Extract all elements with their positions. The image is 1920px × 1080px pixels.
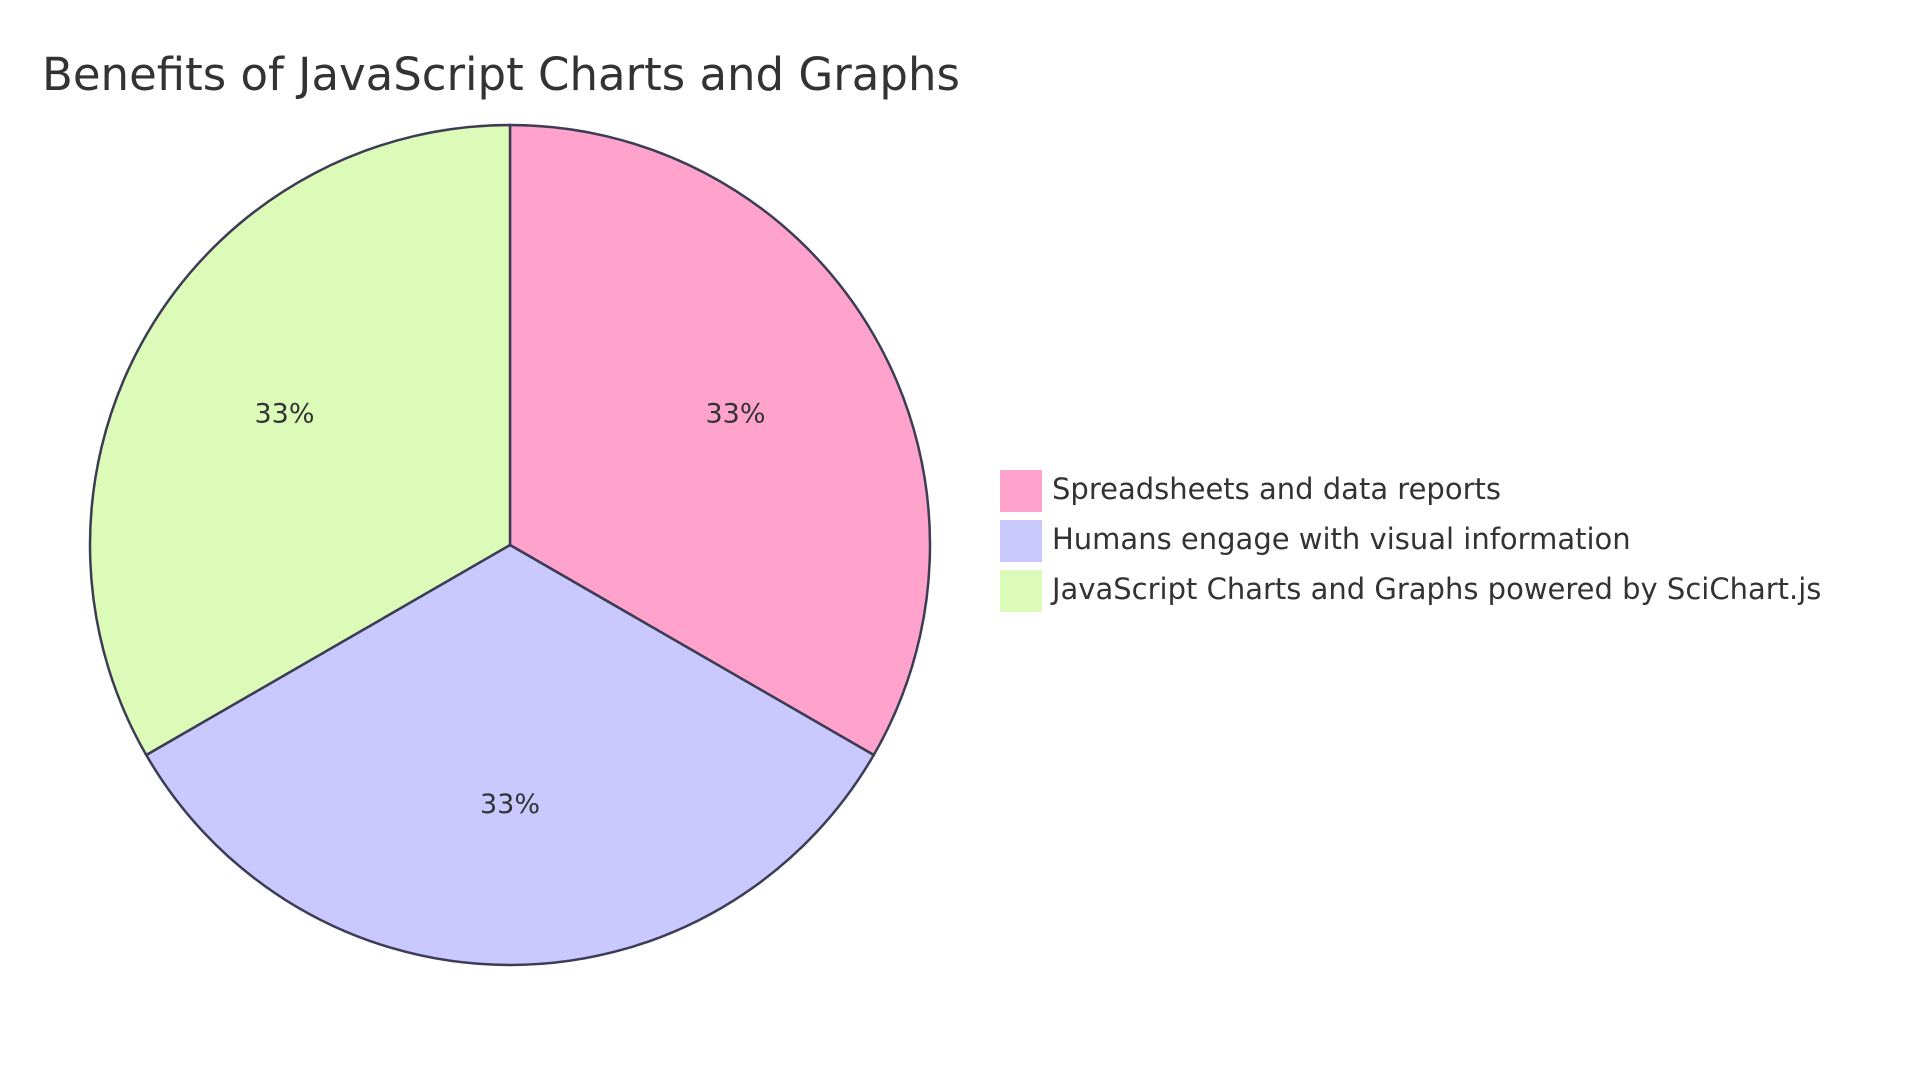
legend-swatch-1 xyxy=(1000,520,1042,562)
pie-slice-2 xyxy=(88,123,512,757)
legend-item-0: Spreadsheets and data reports xyxy=(1000,470,1501,512)
pie-slices xyxy=(88,123,932,967)
legend: Spreadsheets and data reports Humans enga… xyxy=(1000,470,1821,612)
legend-label-2: JavaScript Charts and Graphs powered by … xyxy=(1050,572,1821,606)
legend-swatch-2 xyxy=(1000,570,1042,612)
legend-swatch-0 xyxy=(1000,470,1042,512)
legend-label-0: Spreadsheets and data reports xyxy=(1052,472,1501,506)
pie-slice-labels: 33% 33% 33% xyxy=(254,398,765,820)
pie-slice-label-0: 33% xyxy=(706,398,766,429)
legend-label-1: Humans engage with visual information xyxy=(1052,522,1631,556)
pie-slice-label-1: 33% xyxy=(480,789,540,820)
pie-slice-label-2: 33% xyxy=(254,398,314,429)
chart-title: Benefits of JavaScript Charts and Graphs xyxy=(42,48,960,101)
legend-item-1: Humans engage with visual information xyxy=(1000,520,1631,562)
legend-item-2: JavaScript Charts and Graphs powered by … xyxy=(1000,570,1821,612)
pie-slice-0 xyxy=(508,123,932,757)
